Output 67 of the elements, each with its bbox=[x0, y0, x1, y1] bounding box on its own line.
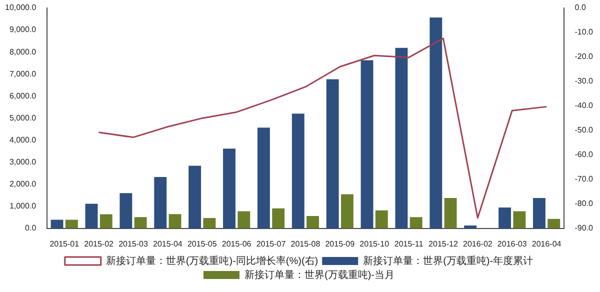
x-tick-label: 2015-08 bbox=[290, 239, 321, 248]
bar bbox=[223, 148, 236, 228]
bar bbox=[395, 48, 408, 228]
y-tick-label: 7,000.0 bbox=[9, 69, 37, 78]
y2-tick-label: -50.0 bbox=[574, 126, 594, 135]
y-tick-label: 6,000.0 bbox=[9, 91, 37, 100]
bar bbox=[85, 204, 98, 228]
legend-label: 新接订单量：世界(万载重吨)-同比增长率(%)(右) bbox=[106, 254, 318, 267]
x-tick-label: 2015-07 bbox=[256, 239, 286, 248]
bar bbox=[120, 193, 132, 228]
y2-tick-label: -20.0 bbox=[574, 52, 594, 62]
x-tick-label: 2015-09 bbox=[325, 239, 356, 248]
y2-tick-label: -10.0 bbox=[574, 28, 594, 37]
x-tick-label: 2015-12 bbox=[428, 239, 458, 248]
bar bbox=[340, 194, 354, 228]
y2-tick-label: -60.0 bbox=[574, 150, 594, 160]
bar bbox=[292, 114, 304, 228]
bar bbox=[188, 166, 202, 228]
bar bbox=[168, 214, 182, 228]
y2-tick-label: 0.0 bbox=[574, 3, 586, 12]
y-tick-label: 4,000.0 bbox=[9, 135, 37, 144]
bar bbox=[203, 218, 216, 228]
bar bbox=[360, 60, 374, 228]
x-tick-label: 2015-11 bbox=[394, 239, 424, 248]
y2-tick-label: -40.0 bbox=[574, 101, 594, 110]
x-tick-label: 2015-10 bbox=[360, 239, 390, 248]
bar bbox=[154, 177, 167, 228]
legend-label: 新接订单量：世界(万载重吨)-年度累计 bbox=[363, 254, 534, 267]
bar bbox=[430, 17, 442, 228]
y2-tick-label: -70.0 bbox=[574, 174, 594, 184]
bar bbox=[238, 211, 250, 228]
bar bbox=[100, 214, 112, 228]
y-tick-label: 0.0 bbox=[25, 224, 37, 233]
bar bbox=[50, 220, 64, 228]
x-tick-label: 2016-04 bbox=[532, 239, 562, 248]
x-tick-label: 2015-01 bbox=[50, 239, 80, 248]
x-tick-label: 2016-03 bbox=[497, 239, 528, 248]
x-tick-label: 2015-05 bbox=[187, 239, 218, 248]
y2-tick-label: -80.0 bbox=[574, 199, 594, 208]
x-tick-label: 2016-02 bbox=[462, 239, 493, 248]
bar bbox=[65, 220, 78, 228]
bar bbox=[498, 207, 512, 228]
y-tick-label: 10,000.0 bbox=[5, 3, 37, 12]
bar bbox=[548, 218, 560, 228]
y-tick-label: 2,000.0 bbox=[9, 180, 37, 189]
bar bbox=[272, 208, 285, 228]
y-tick-label: 8,000.0 bbox=[9, 47, 37, 56]
bar bbox=[533, 198, 546, 228]
y-tick-label: 5,000.0 bbox=[9, 113, 37, 122]
bar bbox=[326, 79, 339, 228]
bar bbox=[444, 198, 457, 228]
legend-label: 新接订单量：世界(万载重吨)-当月 bbox=[244, 268, 395, 281]
y-tick-label: 9,000.0 bbox=[9, 25, 37, 34]
bar bbox=[134, 217, 147, 228]
bar bbox=[306, 216, 319, 228]
x-tick-label: 2015-02 bbox=[84, 239, 114, 248]
x-tick-label: 2015-04 bbox=[153, 239, 183, 248]
bar bbox=[513, 211, 526, 228]
bar bbox=[410, 217, 422, 228]
y-tick-label: 3,000.0 bbox=[9, 157, 37, 166]
bar bbox=[375, 210, 388, 228]
y-tick-label: 1,000.0 bbox=[9, 202, 37, 211]
x-tick-label: 2015-06 bbox=[222, 239, 252, 248]
x-tick-label: 2015-03 bbox=[118, 239, 148, 248]
y2-tick-label: -30.0 bbox=[574, 76, 594, 86]
bar bbox=[257, 128, 270, 228]
y2-tick-label: -90.0 bbox=[574, 224, 594, 233]
